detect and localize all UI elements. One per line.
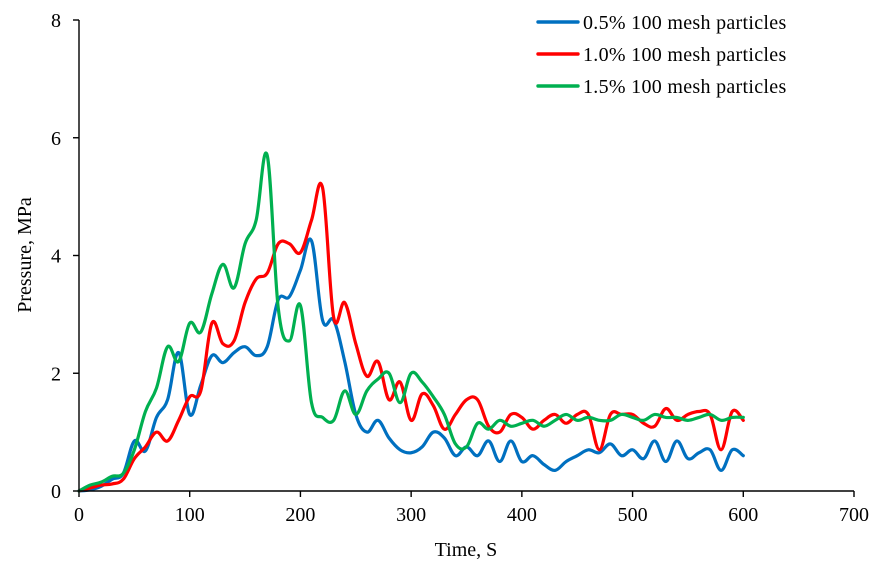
ticks-group: 0 100 200 300 400 500 600 700 0 2 4 6 8 [51,10,869,526]
x-tick-label: 100 [175,504,205,526]
x-axis-title: Time, S [435,539,498,561]
legend-label-1-5-100-mesh-particles: 1.5% 100 mesh particles [583,76,787,98]
x-tick-label: 300 [396,504,426,526]
y-tick-label: 0 [51,481,61,503]
legend-label-0-5-100-mesh-particles: 0.5% 100 mesh particles [583,12,787,34]
y-tick-label: 8 [51,10,61,32]
y-axis-title: Pressure, MPa [14,197,36,313]
plot-series-group [77,151,745,493]
y-tick-label: 2 [51,363,61,385]
x-tick-label: 0 [74,504,84,526]
series-line-0-5-100-mesh-particles [77,237,745,493]
x-tick-label: 500 [618,504,648,526]
series-line-1-5-100-mesh-particles [77,151,745,493]
x-tick-label: 400 [507,504,537,526]
x-tick-label: 600 [728,504,758,526]
series-line-1-0-100-mesh-particles [77,181,745,493]
legend: 0.5% 100 mesh particles 1.0% 100 mesh par… [536,12,787,98]
y-tick-label: 4 [51,246,61,268]
y-tick-label: 6 [51,128,61,150]
legend-label-1-0-100-mesh-particles: 1.0% 100 mesh particles [583,44,787,66]
x-tick-label: 200 [285,504,315,526]
x-tick-label: 700 [839,504,869,526]
